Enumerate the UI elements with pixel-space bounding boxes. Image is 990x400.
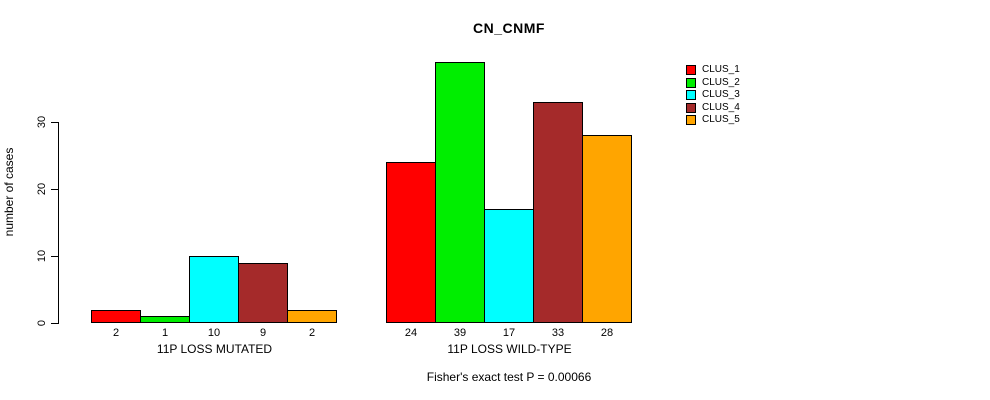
y-tick-mark (51, 323, 58, 324)
y-tick-label: 10 (36, 249, 48, 263)
bar-value-label: 2 (112, 327, 120, 339)
group-label: 11P LOSS MUTATED (156, 342, 273, 356)
chart-title: CN_CNMF (473, 20, 545, 36)
legend-label: CLUS_4 (702, 101, 740, 113)
bar-CLUS_1 (386, 162, 436, 323)
bar-CLUS_5 (287, 310, 337, 323)
legend-label: CLUS_2 (702, 76, 740, 88)
legend-swatch-CLUS_4 (686, 102, 696, 113)
legend-label: CLUS_5 (702, 114, 740, 126)
legend-item: CLUS_3 (686, 89, 740, 102)
bar-value-label: 24 (404, 327, 418, 339)
y-axis-line (58, 122, 59, 324)
bar-CLUS_5 (582, 135, 632, 323)
fisher-test-annotation: Fisher's exact test P = 0.00066 (426, 370, 592, 384)
y-tick-label: 30 (36, 115, 48, 129)
y-tick-label: 0 (36, 319, 48, 327)
bar-value-label: 9 (259, 327, 267, 339)
group-label: 11P LOSS WILD-TYPE (447, 342, 572, 356)
bar-value-label: 28 (600, 327, 614, 339)
bar-value-label: 33 (551, 327, 565, 339)
bar-CLUS_1 (91, 310, 141, 323)
legend-swatch-CLUS_3 (686, 90, 696, 101)
bar-CLUS_4 (238, 263, 288, 323)
bar-value-label: 39 (453, 327, 467, 339)
bar-CLUS_2 (140, 316, 190, 323)
y-tick-mark (51, 122, 58, 123)
bar-value-label: 10 (207, 327, 221, 339)
bar-value-label: 17 (502, 327, 516, 339)
legend-swatch-CLUS_1 (686, 65, 696, 76)
legend-label: CLUS_3 (702, 89, 740, 101)
legend-item: CLUS_1 (686, 64, 740, 77)
bar-CLUS_3 (189, 256, 239, 323)
legend-item: CLUS_5 (686, 114, 740, 127)
legend-item: CLUS_4 (686, 102, 740, 115)
legend-item: CLUS_2 (686, 77, 740, 90)
legend-swatch-CLUS_2 (686, 77, 696, 88)
y-axis-label: number of cases (2, 147, 16, 237)
bar-value-label: 1 (161, 327, 169, 339)
y-tick-mark (51, 189, 58, 190)
bar-CLUS_4 (533, 102, 583, 323)
legend-label: CLUS_1 (702, 64, 740, 76)
y-tick-mark (51, 256, 58, 257)
legend: CLUS_1 CLUS_2 CLUS_3 CLUS_4 CLUS_5 (686, 64, 740, 127)
bar-CLUS_3 (484, 209, 534, 323)
bar-CLUS_2 (435, 62, 485, 323)
bar-value-label: 2 (308, 327, 316, 339)
y-tick-label: 20 (36, 182, 48, 196)
legend-swatch-CLUS_5 (686, 115, 696, 126)
